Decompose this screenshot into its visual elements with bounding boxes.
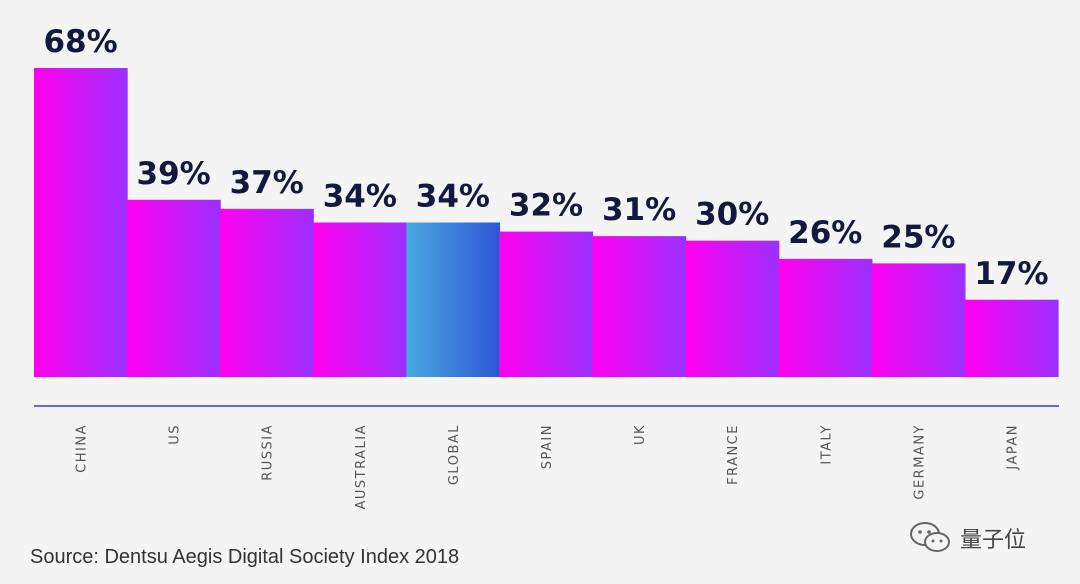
bar-us xyxy=(127,199,221,377)
watermark: 量子位 xyxy=(908,520,1026,556)
watermark-text: 量子位 xyxy=(960,528,1027,553)
bar-spain xyxy=(499,231,594,377)
category-label-france: FRANCE xyxy=(726,424,741,485)
bar-uk xyxy=(592,236,687,377)
category-label-australia: AUSTRALIA xyxy=(354,424,369,509)
category-label-uk: UK xyxy=(633,424,648,445)
wechat-icon xyxy=(908,520,952,556)
category-label-china: CHINA xyxy=(75,424,90,473)
value-label-france: 30% xyxy=(695,197,769,233)
bar-france xyxy=(685,240,780,377)
category-label-italy: ITALY xyxy=(819,424,834,465)
bar-italy xyxy=(778,258,873,377)
category-label-spain: SPAIN xyxy=(540,424,555,469)
value-label-us: 39% xyxy=(137,156,211,192)
value-label-germany: 25% xyxy=(881,219,955,255)
category-label-germany: GERMANY xyxy=(912,424,927,500)
source-note: Source: Dentsu Aegis Digital Society Ind… xyxy=(30,546,460,568)
value-label-russia: 37% xyxy=(230,165,304,201)
value-label-italy: 26% xyxy=(788,215,862,251)
bar-china xyxy=(34,68,128,377)
value-label-australia: 34% xyxy=(323,179,397,215)
category-label-russia: RUSSIA xyxy=(261,424,276,481)
bar-japan xyxy=(964,299,1059,377)
value-label-china: 68% xyxy=(43,24,117,60)
value-label-uk: 31% xyxy=(602,192,676,228)
bar-australia xyxy=(313,222,407,377)
category-label-us: US xyxy=(168,424,183,445)
bar-russia xyxy=(220,208,314,377)
value-label-spain: 32% xyxy=(509,188,583,224)
value-label-global: 34% xyxy=(416,179,490,215)
bar-germany xyxy=(871,263,966,377)
bar-global xyxy=(406,222,501,377)
category-label-japan: JAPAN xyxy=(1005,424,1020,471)
value-label-japan: 17% xyxy=(974,256,1048,292)
category-label-global: GLOBAL xyxy=(447,424,462,485)
